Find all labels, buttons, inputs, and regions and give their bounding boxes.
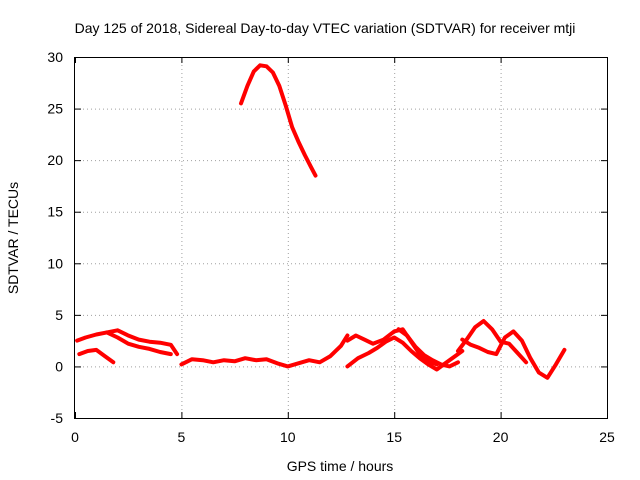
series-line — [239, 63, 318, 178]
series-line — [345, 327, 439, 367]
y-tick-label: 25 — [47, 101, 63, 117]
series-line — [396, 327, 460, 369]
x-tick-label: 20 — [493, 429, 509, 445]
series-line — [77, 347, 116, 365]
x-tick-label: 0 — [71, 429, 79, 445]
y-axis-label: SDTVAR / TECUs — [5, 182, 21, 294]
y-tick-label: 30 — [47, 49, 63, 65]
y-tick-label: 10 — [47, 255, 63, 271]
x-tick-label: 15 — [386, 429, 402, 445]
x-axis-label: GPS time / hours — [287, 458, 394, 474]
series-line — [460, 329, 567, 380]
series-line — [456, 319, 529, 365]
chart-title: Day 125 of 2018, Sidereal Day-to-day VTE… — [75, 20, 576, 36]
y-tick-label: -5 — [51, 410, 64, 426]
y-tick-label: 15 — [47, 204, 63, 220]
plot-area — [75, 63, 567, 380]
axis-ticks: 0 5 10 15 20 25 -5 0 5 10 15 20 25 30 — [47, 49, 615, 445]
y-tick-label: 5 — [55, 307, 63, 323]
x-tick-label: 25 — [599, 429, 615, 445]
x-tick-label: 10 — [280, 429, 296, 445]
series-line — [104, 330, 173, 357]
x-tick-label: 5 — [178, 429, 186, 445]
plot-frame — [74, 57, 608, 419]
series-line — [179, 333, 350, 369]
y-tick-label: 0 — [55, 358, 63, 374]
y-tick-label: 20 — [47, 152, 63, 168]
series-line — [75, 328, 180, 357]
